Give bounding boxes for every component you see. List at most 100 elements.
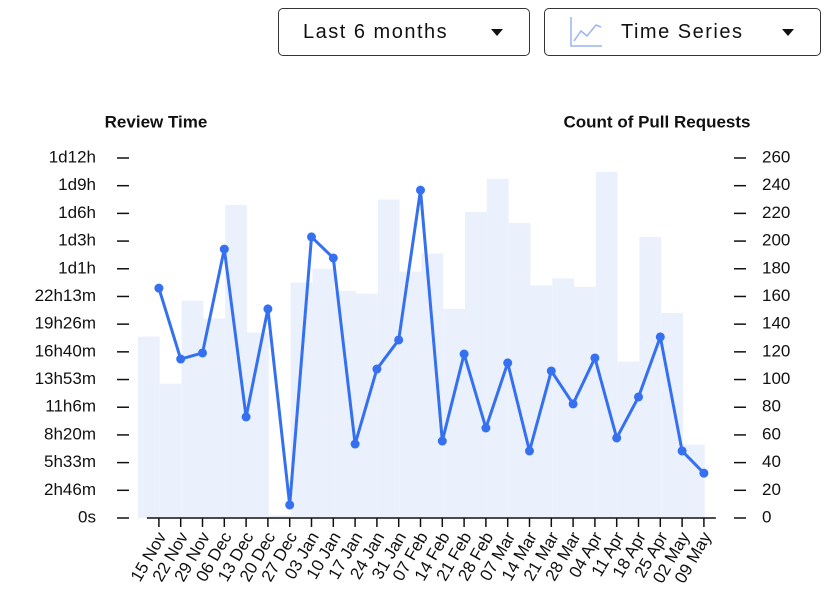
x-tick-label: 28 Feb <box>454 529 497 584</box>
point <box>590 353 600 363</box>
bar <box>181 300 204 518</box>
y-tick-label: 1d12h <box>49 147 96 166</box>
x-tick-label: 10 Jan <box>303 529 345 583</box>
point <box>219 244 229 254</box>
bar <box>508 223 531 519</box>
x-tick-label: 21 Mar <box>520 528 563 584</box>
point <box>568 399 578 409</box>
x-tick-label: 28 Mar <box>542 528 585 584</box>
point <box>634 392 643 402</box>
y2-tick-label: 40 <box>762 452 781 471</box>
bar <box>225 205 247 519</box>
y2-tick-label: 140 <box>762 314 790 333</box>
y2-tick-label: 80 <box>762 397 781 416</box>
bar <box>530 285 553 518</box>
view-label: Time Series <box>621 20 744 43</box>
point <box>677 446 687 456</box>
y2-tick-label: 240 <box>762 175 790 194</box>
bar <box>661 313 683 518</box>
bar <box>639 236 662 518</box>
x-tick-label: 06 Dec <box>192 528 236 585</box>
view-dropdown[interactable]: Time Series <box>544 8 821 56</box>
y-tick-label: 16h40m <box>35 341 96 360</box>
bar <box>138 336 160 518</box>
x-tick-label: 13 Dec <box>214 528 258 585</box>
y-tick-label: 1d1h <box>58 258 96 277</box>
point <box>263 304 273 314</box>
bar <box>617 361 640 518</box>
y-tick-label: 1d6h <box>58 203 96 222</box>
x-tick-label: 29 Nov <box>170 528 214 585</box>
bar <box>683 444 705 518</box>
point <box>481 423 491 433</box>
x-tick-label: 07 Mar <box>476 528 519 584</box>
bar <box>465 212 487 518</box>
point <box>328 253 338 263</box>
y2-tick-label: 260 <box>762 147 790 166</box>
bar <box>203 318 226 518</box>
x-tick-label: 11 Apr <box>588 528 629 579</box>
point <box>154 283 164 293</box>
point <box>176 354 186 364</box>
bar <box>399 271 422 518</box>
y-tick-label: 8h20m <box>44 424 96 443</box>
caret <box>491 29 503 36</box>
point <box>285 500 295 510</box>
point <box>525 446 534 456</box>
point <box>546 366 556 376</box>
point <box>437 436 447 446</box>
x-tick-label: 24 Jan <box>346 529 388 583</box>
x-tick-label: 25 Apr <box>631 528 672 580</box>
x-tick-label: 20 Dec <box>236 528 280 585</box>
point <box>307 232 316 242</box>
x-tick-label: 14 Feb <box>411 529 454 584</box>
point <box>612 433 622 443</box>
point <box>655 332 665 342</box>
x-tick-label: 07 Feb <box>389 529 432 584</box>
y2-tick-label: 60 <box>762 424 781 443</box>
y2-axis-title: Count of Pull Requests <box>564 112 751 131</box>
y-tick-label: 22h13m <box>35 286 96 305</box>
bar <box>552 278 574 518</box>
x-tick-label: 21 Feb <box>433 529 476 584</box>
period-label: Last 6 months <box>303 20 449 43</box>
x-tick-label: 02 May <box>649 528 694 586</box>
bar <box>595 171 618 518</box>
x-tick-label: 22 Nov <box>149 528 193 585</box>
bar <box>574 286 596 518</box>
y-tick-label: 2h46m <box>44 480 96 499</box>
point <box>241 412 251 422</box>
bar <box>159 383 182 518</box>
x-tick-label: 14 Mar <box>498 528 541 584</box>
bar <box>377 199 400 519</box>
x-tick-label: 09 May <box>671 528 716 586</box>
bar <box>486 178 509 518</box>
y2-tick-label: 220 <box>762 203 790 222</box>
y2-tick-label: 160 <box>762 286 790 305</box>
y-tick-label: 1d3h <box>58 231 96 250</box>
point <box>372 364 382 374</box>
y-tick-label: 0s <box>78 507 96 526</box>
bar <box>268 515 291 518</box>
x-tick-label: 04 Apr <box>565 528 606 580</box>
x-tick-label: 15 Nov <box>127 528 171 585</box>
y2-tick-label: 20 <box>762 480 781 499</box>
x-tick-label: 27 Dec <box>258 528 302 585</box>
y-tick-label: 13h53m <box>35 369 96 388</box>
bar <box>356 293 378 518</box>
bar <box>247 332 269 518</box>
bar <box>421 253 444 519</box>
y-tick-label: 1d9h <box>58 175 96 194</box>
point <box>394 335 404 345</box>
point <box>699 468 709 478</box>
bar <box>290 282 313 518</box>
bar <box>443 308 465 518</box>
x-tick-label: 17 Jan <box>324 529 366 583</box>
bars <box>138 171 705 519</box>
point <box>198 348 207 358</box>
point <box>503 358 513 368</box>
x-tick-label: 03 Jan <box>281 529 323 583</box>
caret <box>782 29 794 36</box>
period-dropdown[interactable]: Last 6 months <box>278 8 530 56</box>
